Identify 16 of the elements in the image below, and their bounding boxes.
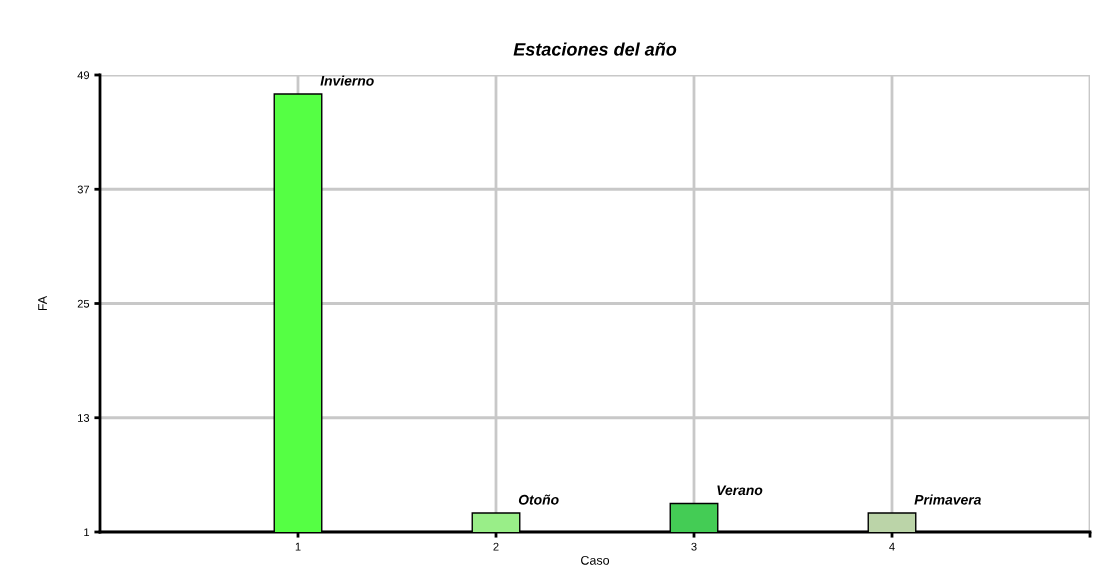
x-tick-label: 3	[691, 542, 697, 551]
chart-title: Estaciones del año	[513, 42, 677, 56]
annotation: Primavera	[914, 494, 981, 505]
y-tick-label: 49	[77, 71, 90, 80]
x-tick-label: 1	[295, 542, 301, 551]
y-tick-label: 1	[84, 528, 90, 537]
x-tick-label: 2	[493, 542, 499, 551]
annotation: Verano	[717, 485, 763, 496]
x-axis-title: Caso	[581, 555, 610, 565]
annotation: Otoño	[518, 494, 559, 505]
y-axis-title: FA	[38, 295, 47, 311]
annotation: Invierno	[320, 75, 374, 86]
y-tick-label: 25	[77, 299, 90, 308]
x-tick-label: 4	[889, 542, 895, 551]
y-tick-label: 13	[78, 414, 90, 422]
y-tick-label: 37	[77, 185, 90, 194]
